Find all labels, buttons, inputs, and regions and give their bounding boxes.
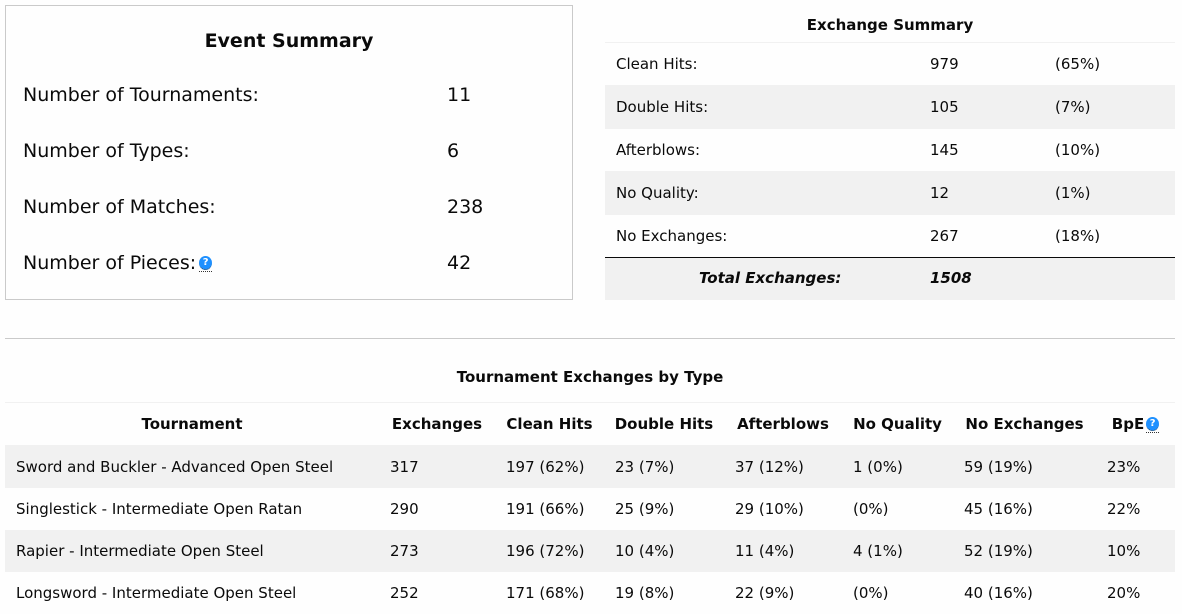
cell-clean-hits: 196 (72%) (506, 542, 585, 560)
column-header-bpe: BpE? (1096, 402, 1175, 446)
cell-bpe: 20% (1107, 584, 1141, 602)
cell-double-hits: 23 (7%) (615, 458, 675, 476)
cell-bpe: 23% (1107, 458, 1141, 476)
column-header-double-hits: Double Hits (604, 402, 724, 446)
table-row: Rapier - Intermediate Open Steel 273 196… (5, 530, 1175, 572)
cell-no-exchanges: 52 (19%) (964, 542, 1033, 560)
table-row: Singlestick - Intermediate Open Ratan 29… (5, 488, 1175, 530)
summary-value: 42 (447, 252, 472, 274)
event-summary-title: Event Summary (204, 30, 374, 52)
cell-no-quality: (0%) (853, 584, 889, 602)
exchange-percent: (18%) (1055, 227, 1101, 245)
column-header-clean-hits: Clean Hits (495, 402, 604, 446)
summary-label: Number of Tournaments: (23, 84, 259, 106)
exchange-percent: (7%) (1055, 98, 1091, 116)
cell-clean-hits: 171 (68%) (506, 584, 585, 602)
cell-exchanges: 273 (390, 542, 419, 560)
cell-no-exchanges: 59 (19%) (964, 458, 1033, 476)
summary-label: Number of Types: (23, 140, 190, 162)
cell-exchanges: 252 (390, 584, 419, 602)
help-icon[interactable]: ? (1146, 416, 1160, 431)
exchange-label: Double Hits: (616, 98, 709, 116)
column-header-no-quality: No Quality (842, 402, 953, 446)
exchange-percent: (65%) (1055, 55, 1101, 73)
summary-value: 6 (447, 140, 460, 162)
summary-label-pieces: Number of Pieces:? (23, 252, 213, 274)
bpe-help-trigger[interactable]: ? (1146, 416, 1160, 433)
exchange-summary-title: Exchange Summary (806, 16, 974, 34)
cell-no-exchanges: 45 (16%) (964, 500, 1033, 518)
column-header-no-exchanges: No Exchanges (953, 402, 1096, 446)
cell-afterblows: 29 (10%) (735, 500, 804, 518)
exchange-percent: (1%) (1055, 184, 1091, 202)
cell-double-hits: 19 (8%) (615, 584, 675, 602)
cell-double-hits: 10 (4%) (615, 542, 675, 560)
exchange-count: 979 (930, 55, 959, 73)
cell-afterblows: 37 (12%) (735, 458, 804, 476)
summary-value: 238 (447, 196, 484, 218)
cell-tournament: Sword and Buckler - Advanced Open Steel (16, 458, 334, 476)
help-icon[interactable]: ? (199, 255, 213, 270)
table-row: Longsword - Intermediate Open Steel 252 … (5, 572, 1175, 614)
cell-tournament: Longsword - Intermediate Open Steel (16, 584, 297, 602)
exchange-count: 145 (930, 141, 959, 159)
tournament-exchanges-title: Tournament Exchanges by Type (456, 368, 724, 386)
event-summary-panel: Event Summary Number of Tournaments: 11 … (5, 5, 573, 300)
exchange-total-label: Total Exchanges: (699, 269, 842, 287)
summary-label: Number of Matches: (23, 196, 216, 218)
exchange-total-row: Total Exchanges: 1508 (605, 257, 1175, 300)
summary-label: Number of Pieces: (23, 252, 197, 274)
exchange-count: 105 (930, 98, 959, 116)
exchange-row-double-hits: Double Hits: 105 (7%) (605, 85, 1175, 128)
cell-no-quality: 1 (0%) (853, 458, 903, 476)
exchange-row-afterblows: Afterblows: 145 (10%) (605, 128, 1175, 171)
exchange-row-no-exchanges: No Exchanges: 267 (18%) (605, 214, 1175, 257)
exchange-label: No Exchanges: (616, 227, 728, 245)
exchange-label: Clean Hits: (616, 55, 698, 73)
cell-no-quality: 4 (1%) (853, 542, 903, 560)
exchange-percent: (10%) (1055, 141, 1101, 159)
cell-clean-hits: 191 (66%) (506, 500, 585, 518)
summary-value: 11 (447, 84, 472, 106)
exchange-row-clean-hits: Clean Hits: 979 (65%) (605, 42, 1175, 85)
column-header-tournament: Tournament (5, 402, 379, 446)
bpe-label: BpE (1111, 415, 1145, 433)
exchange-count: 12 (930, 184, 950, 202)
cell-exchanges: 317 (390, 458, 419, 476)
cell-double-hits: 25 (9%) (615, 500, 675, 518)
cell-clean-hits: 197 (62%) (506, 458, 585, 476)
table-header-row: Tournament Exchanges Clean Hits Double H… (5, 402, 1175, 446)
exchange-label: Afterblows: (616, 141, 701, 159)
cell-afterblows: 22 (9%) (735, 584, 795, 602)
cell-no-quality: (0%) (853, 500, 889, 518)
cell-tournament: Rapier - Intermediate Open Steel (16, 542, 264, 560)
column-header-afterblows: Afterblows (724, 402, 842, 446)
table-row: Sword and Buckler - Advanced Open Steel … (5, 445, 1175, 488)
cell-tournament: Singlestick - Intermediate Open Ratan (16, 500, 303, 518)
cell-afterblows: 11 (4%) (735, 542, 795, 560)
exchange-row-no-quality: No Quality: 12 (1%) (605, 171, 1175, 214)
cell-bpe: 10% (1107, 542, 1141, 560)
exchange-total-value: 1508 (930, 269, 972, 287)
section-divider (5, 338, 1175, 339)
cell-bpe: 22% (1107, 500, 1141, 518)
pieces-help-trigger[interactable]: ? (199, 255, 213, 272)
exchange-summary-panel: Exchange Summary Clean Hits: 979 (65%) D… (605, 12, 1175, 300)
exchange-count: 267 (930, 227, 959, 245)
tournament-exchanges-table: Tournament Exchanges Clean Hits Double H… (5, 402, 1175, 614)
column-header-exchanges: Exchanges (379, 402, 495, 446)
cell-exchanges: 290 (390, 500, 419, 518)
cell-no-exchanges: 40 (16%) (964, 584, 1033, 602)
exchange-label: No Quality: (616, 184, 699, 202)
